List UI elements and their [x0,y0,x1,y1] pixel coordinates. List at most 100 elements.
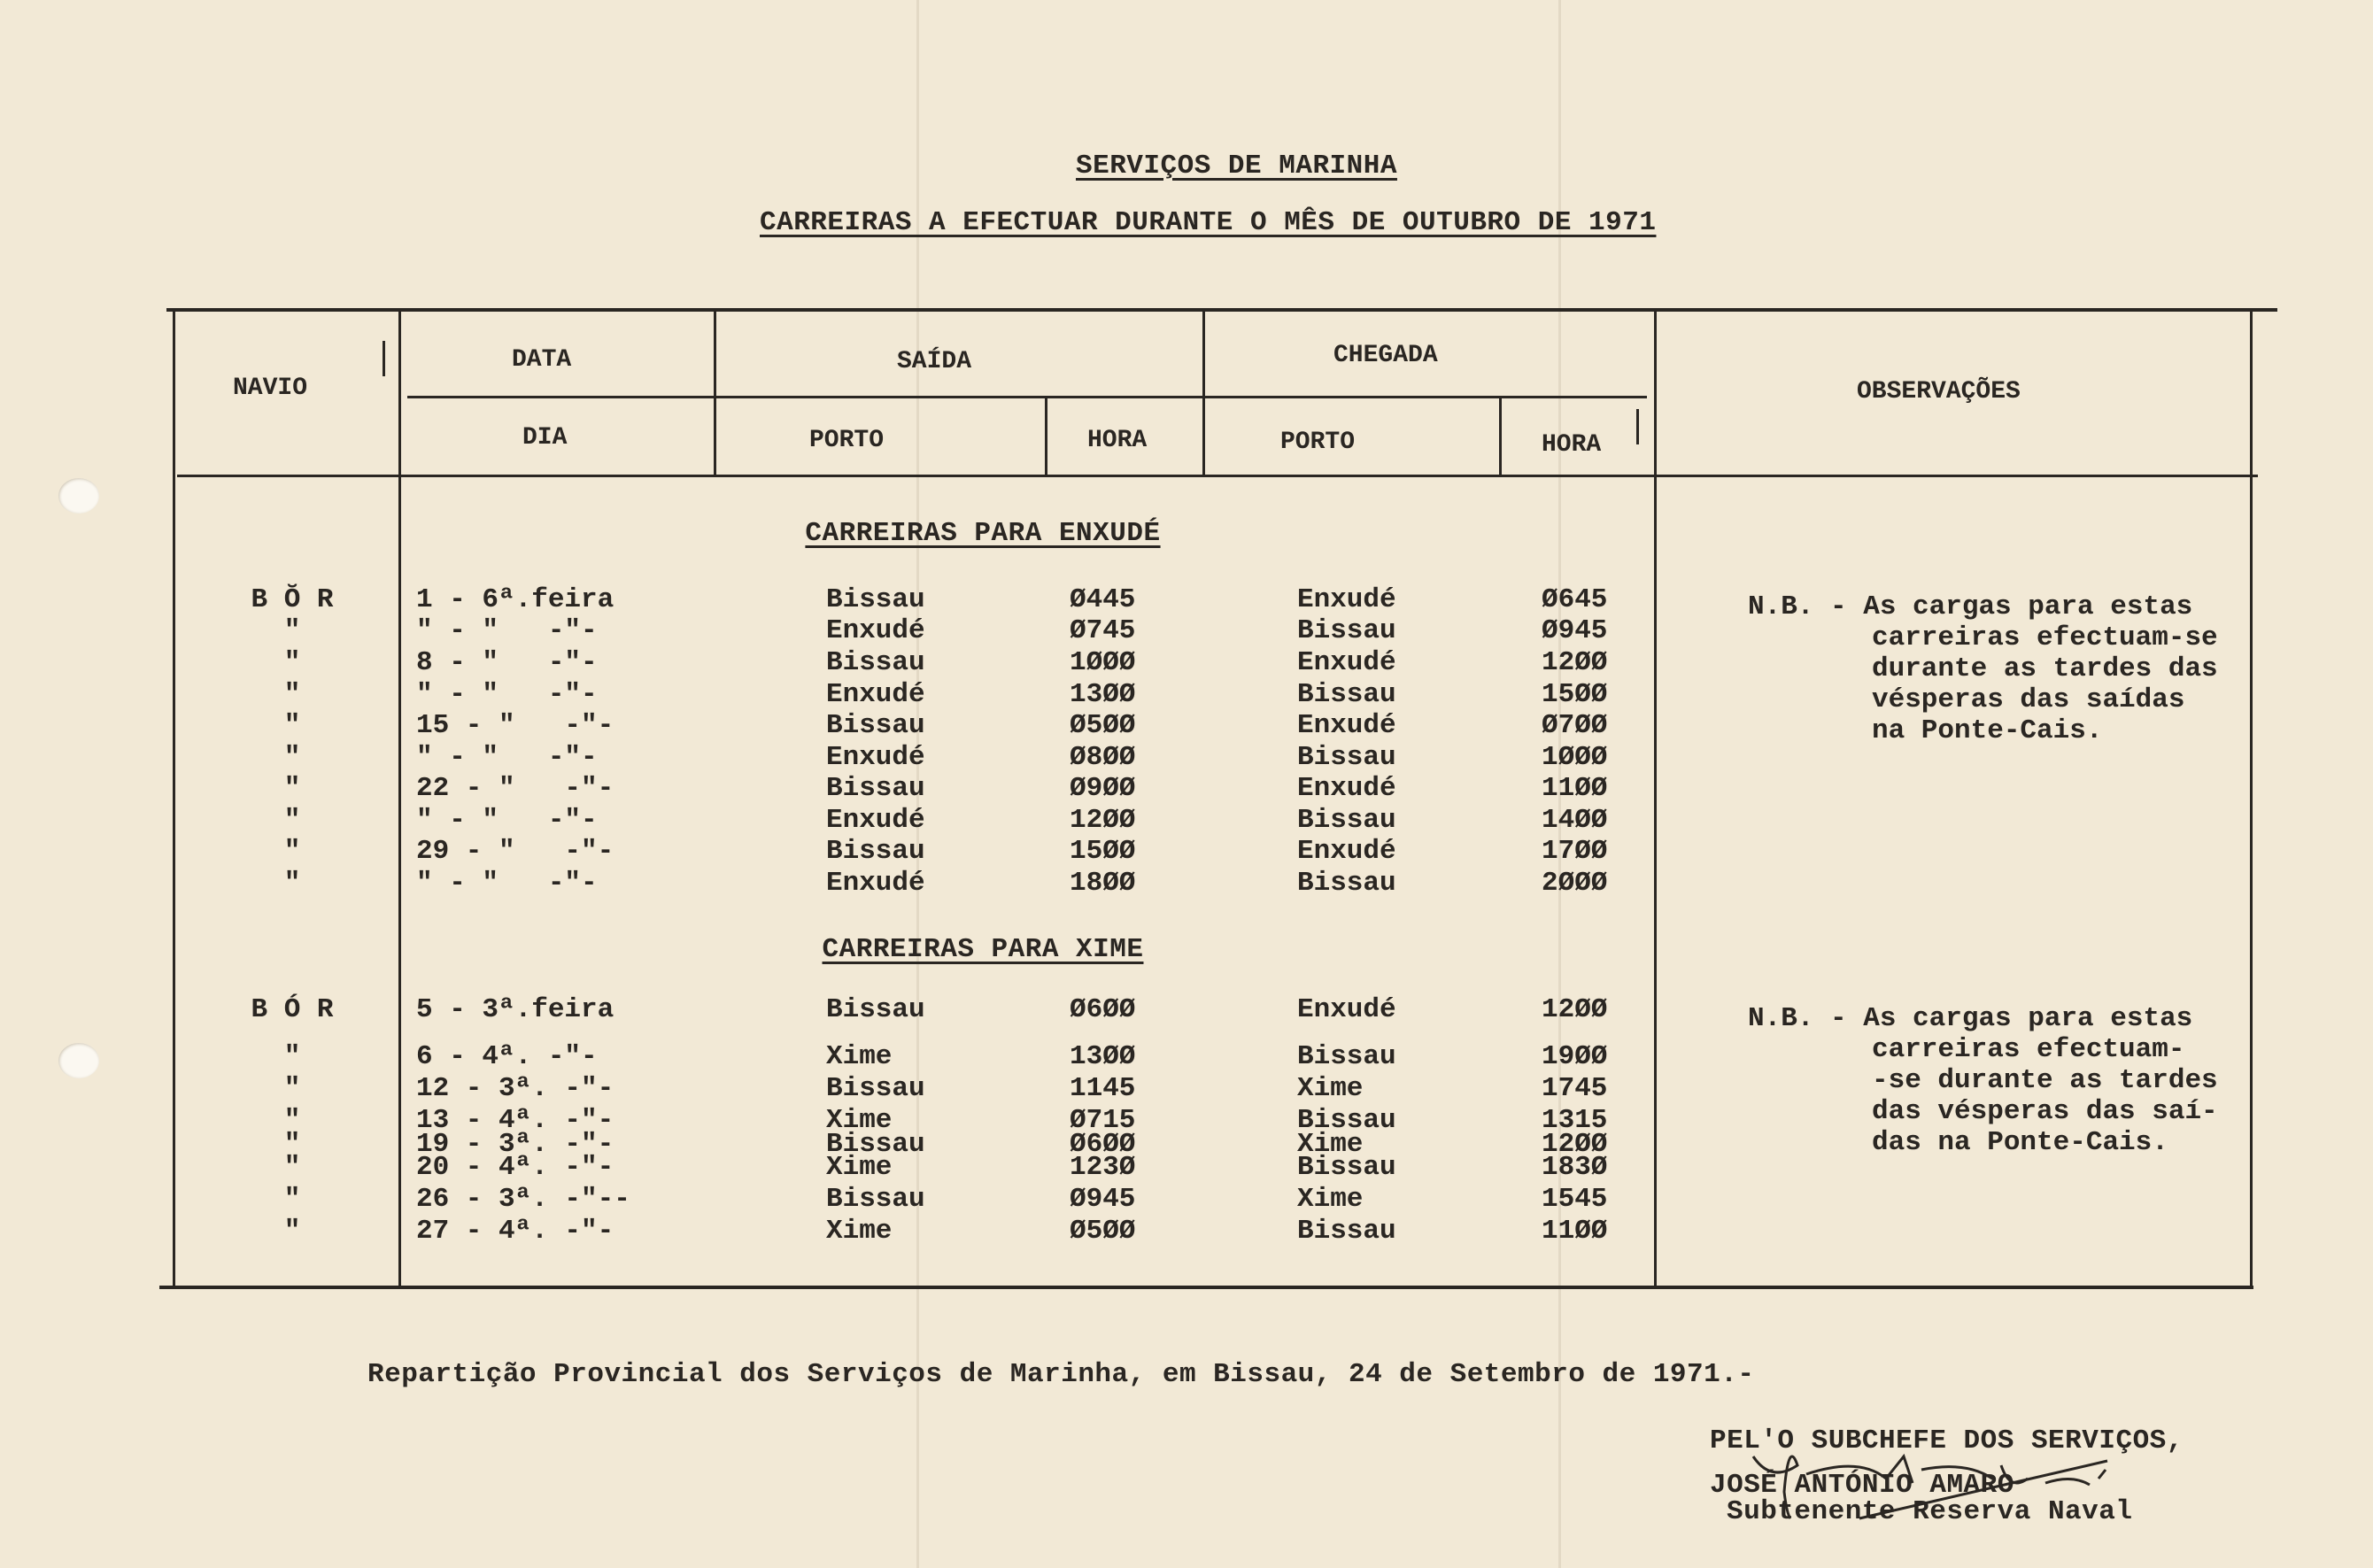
cell-saida-hora: 15ØØ [1070,836,1136,867]
cell-saida-porto: Bissau [826,647,925,678]
cell-navio: " [283,805,301,836]
cell-saida-porto: Enxudé [826,805,925,836]
cell-chegada-porto: Bissau [1297,1216,1396,1247]
cell-chegada-porto: Bissau [1297,679,1396,710]
observation-note-line: carreiras efectuam-se [1872,622,2218,653]
cell-dia: " - " -"- [416,742,598,773]
cell-saida-hora: Ø745 [1070,615,1136,646]
cell-dia: 15 - " -"- [416,710,615,741]
cell-chegada-porto: Bissau [1297,615,1396,646]
cell-chegada-porto: Enxudé [1297,836,1396,867]
cell-chegada-hora: 12ØØ [1542,1129,1608,1160]
cell-chegada-porto: Enxudé [1297,994,1396,1025]
cell-saida-porto: Bissau [826,1129,925,1160]
cell-saida-porto: Enxudé [826,679,925,710]
cell-chegada-porto: Bissau [1297,1041,1396,1072]
cell-saida-hora: 18ØØ [1070,868,1136,899]
cell-navio: " [283,868,301,899]
punch-hole [58,478,99,514]
cell-saida-porto: Bissau [826,584,925,615]
cell-dia: " - " -"- [416,615,598,646]
cell-saida-hora: 12ØØ [1070,805,1136,836]
cell-saida-porto: Bissau [826,1073,925,1104]
cell-saida-hora: Ø6ØØ [1070,994,1136,1025]
header-data: DATA [512,346,572,374]
header-saida-porto: PORTO [809,427,885,454]
observation-note-line: durante as tardes das [1872,653,2218,684]
cell-saida-hora: Ø6ØØ [1070,1129,1136,1160]
cell-navio: B Ŏ R [251,584,334,615]
cell-dia: 5 - 3ª.feira [416,994,615,1025]
cell-dia: 19 - 3ª. -"- [416,1129,615,1160]
cell-saida-porto: Xime [826,1216,893,1247]
cell-navio: B Ó R [251,994,334,1025]
cell-saida-porto: Xime [826,1105,893,1136]
observation-note-line: -se durante as tardes [1872,1065,2218,1096]
cell-dia: 27 - 4ª. -"- [416,1216,615,1247]
cell-chegada-porto: Bissau [1297,868,1396,899]
cell-chegada-porto: Xime [1297,1129,1364,1160]
cell-navio: " [283,1216,301,1247]
cell-chegada-porto: Bissau [1297,742,1396,773]
cell-saida-porto: Bissau [826,710,925,741]
cell-saida-porto: Bissau [826,1184,925,1215]
cell-navio: " [283,773,301,804]
cell-saida-hora: Ø9ØØ [1070,773,1136,804]
cell-saida-porto: Enxudé [826,868,925,899]
cell-chegada-porto: Xime [1297,1073,1364,1104]
cell-dia: " - " -"- [416,805,598,836]
observation-note-line: das vésperas das saí- [1872,1096,2218,1127]
cell-navio: " [283,615,301,646]
header-chegada: CHEGADA [1333,342,1438,369]
cell-saida-porto: Xime [826,1152,893,1183]
cell-dia: 26 - 3ª. -"-- [416,1184,630,1215]
cell-navio: " [283,679,301,710]
cell-dia: " - " -"- [416,868,598,899]
cell-chegada-hora: 12ØØ [1542,647,1608,678]
cell-chegada-hora: 1745 [1542,1073,1608,1104]
cell-chegada-hora: 19ØØ [1542,1041,1608,1072]
header-dia: DIA [522,424,568,452]
cell-dia: 8 - " -"- [416,647,598,678]
cell-chegada-porto: Bissau [1297,1105,1396,1136]
cell-chegada-porto: Bissau [1297,805,1396,836]
cell-navio: " [283,1041,301,1072]
punch-hole [58,1043,99,1078]
cell-dia: 12 - 3ª. -"- [416,1073,615,1104]
cell-saida-hora: 1ØØØ [1070,647,1136,678]
cell-navio: " [283,836,301,867]
cell-chegada-hora: 15ØØ [1542,679,1608,710]
cell-saida-hora: Ø5ØØ [1070,710,1136,741]
cell-navio: " [283,710,301,741]
observation-note-line: vésperas das saídas [1872,684,2185,715]
cell-saida-hora: Ø8ØØ [1070,742,1136,773]
cell-chegada-porto: Enxudé [1297,584,1396,615]
cell-chegada-porto: Enxudé [1297,647,1396,678]
signature-rank: Subtenente Reserva Naval [1727,1496,2133,1527]
cell-saida-hora: Ø945 [1070,1184,1136,1215]
cell-navio: " [283,1152,301,1183]
document-subtitle: CARREIRAS A EFECTUAR DURANTE O MÊS DE OU… [760,207,1657,238]
cell-navio: " [283,1184,301,1215]
cell-dia: 29 - " -"- [416,836,615,867]
observation-note-line: N.B. - As cargas para estas [1748,1003,2193,1034]
cell-navio: " [283,647,301,678]
cell-saida-hora: 13ØØ [1070,1041,1136,1072]
header-saida: SAÍDA [897,348,972,375]
cell-dia: " - " -"- [416,679,598,710]
signature-name: JOSÉ ANTÓNIO AMARO [1710,1470,2014,1501]
cell-navio: " [283,742,301,773]
cell-chegada-porto: Xime [1297,1184,1364,1215]
cell-saida-hora: 13ØØ [1070,679,1136,710]
cell-chegada-hora: Ø645 [1542,584,1608,615]
cell-chegada-hora: 12ØØ [1542,994,1608,1025]
cell-chegada-hora: Ø945 [1542,615,1608,646]
cell-chegada-porto: Enxudé [1297,710,1396,741]
header-chegada-hora: HORA [1542,431,1602,459]
observation-note-line: na Ponte-Cais. [1872,715,2103,746]
cell-chegada-hora: Ø7ØØ [1542,710,1608,741]
cell-chegada-hora: 1ØØØ [1542,742,1608,773]
cell-dia: 13 - 4ª. -"- [416,1105,615,1136]
cell-navio: " [283,1129,301,1160]
cell-chegada-hora: 2ØØØ [1542,868,1608,899]
